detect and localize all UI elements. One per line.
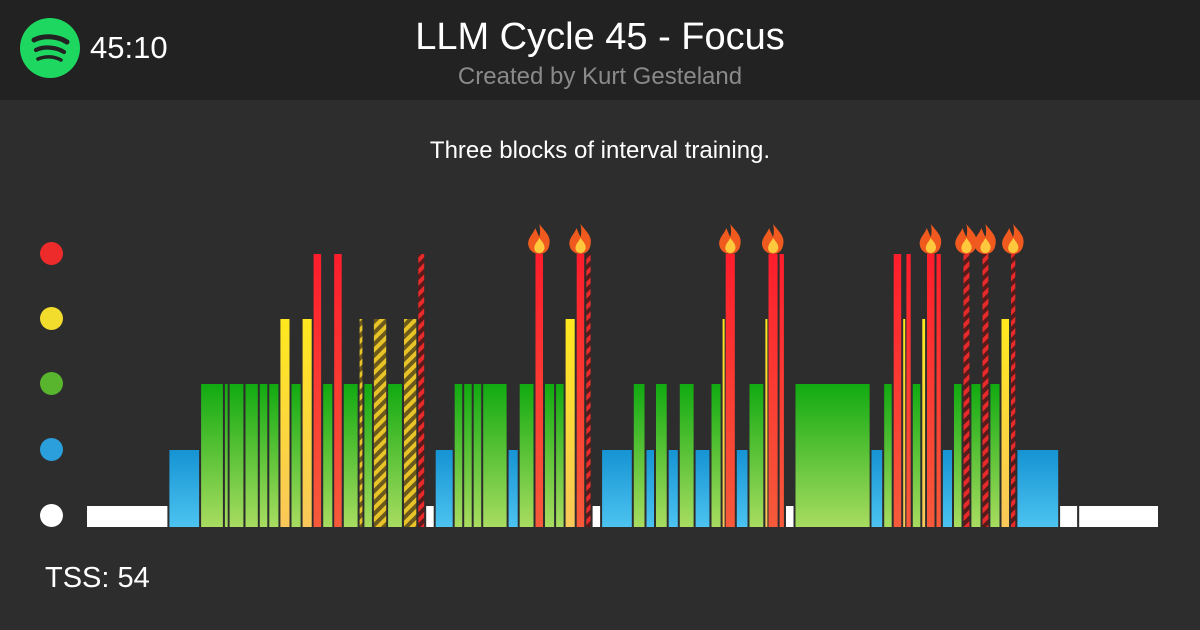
interval-bar-30-z5[interactable] (535, 254, 544, 527)
interval-bar-53-z3[interactable] (795, 384, 870, 527)
interval-bar-36-z1[interactable] (592, 506, 601, 527)
tss-score: TSS: 54 (45, 562, 150, 594)
interval-bar-16-z4[interactable] (359, 319, 363, 527)
interval-bar-46-z5[interactable] (725, 254, 735, 527)
interval-bar-5-z3[interactable] (229, 384, 244, 527)
interval-bar-72-z1[interactable] (1060, 506, 1078, 527)
interval-bar-37-z2[interactable] (602, 450, 632, 527)
interval-bar-40-z3[interactable] (656, 384, 667, 527)
interval-bar-69-z4[interactable] (1001, 319, 1010, 527)
interval-bar-50-z5[interactable] (768, 254, 778, 527)
interval-bar-34-z5[interactable] (576, 254, 585, 527)
interval-bar-18-z4[interactable] (373, 319, 387, 527)
interval-bar-55-z3[interactable] (884, 384, 892, 527)
interval-bar-17-z3[interactable] (364, 384, 372, 527)
interval-bar-31-z3[interactable] (545, 384, 555, 527)
interval-bar-28-z2[interactable] (508, 450, 518, 527)
flame-icon (919, 224, 942, 254)
interval-bar-26-z3[interactable] (473, 384, 482, 527)
flame-icon (719, 224, 741, 254)
zone-dot-z4 (40, 307, 63, 330)
interval-bar-67-z5[interactable] (982, 254, 989, 527)
interval-bar-8-z3[interactable] (269, 384, 279, 527)
interval-bar-52-z1[interactable] (786, 506, 794, 527)
interval-bar-4-z3[interactable] (224, 384, 228, 527)
interval-bar-60-z4[interactable] (922, 319, 926, 527)
interval-bar-63-z2[interactable] (942, 450, 952, 527)
interval-bar-70-z5[interactable] (1011, 254, 1016, 527)
interval-bar-65-z5[interactable] (963, 254, 970, 527)
zone-dot-z2 (40, 438, 63, 461)
interval-bar-29-z3[interactable] (519, 384, 534, 527)
interval-bar-11-z4[interactable] (302, 319, 312, 527)
interval-bar-2-z2[interactable] (169, 450, 200, 527)
interval-bar-49-z4[interactable] (765, 319, 768, 527)
interval-bar-6-z3[interactable] (245, 384, 258, 527)
workout-description: Three blocks of interval training. (429, 137, 771, 164)
zone-dot-z1 (40, 504, 63, 527)
interval-bar-23-z2[interactable] (435, 450, 453, 527)
interval-bar-9-z4[interactable] (280, 319, 290, 527)
interval-bar-38-z3[interactable] (633, 384, 645, 527)
interval-bar-47-z2[interactable] (736, 450, 748, 527)
interval-bar-73-z1[interactable] (1079, 506, 1158, 527)
workout-title: LLM Cycle 45 - Focus (415, 16, 785, 58)
interval-bar-45-z4[interactable] (722, 319, 725, 527)
interval-bar-19-z3[interactable] (388, 384, 402, 527)
interval-bar-42-z3[interactable] (679, 384, 694, 527)
flame-icon (528, 224, 550, 254)
interval-bar-48-z3[interactable] (749, 384, 764, 527)
interval-bar-12-z5[interactable] (313, 254, 322, 527)
interval-bar-20-z4[interactable] (404, 319, 417, 527)
zone-dot-z3 (40, 372, 63, 395)
header-bar: 45:10 LLM Cycle 45 - Focus Created by Ku… (0, 0, 1200, 100)
interval-bar-1-z1[interactable] (87, 506, 168, 527)
interval-bar-59-z3[interactable] (912, 384, 921, 527)
zone-dot-z5 (40, 242, 63, 265)
interval-bar-68-z3[interactable] (990, 384, 1000, 527)
interval-bar-66-z3[interactable] (971, 384, 981, 527)
interval-bar-32-z3[interactable] (556, 384, 564, 527)
interval-bar-35-z5[interactable] (586, 254, 591, 527)
interval-bar-22-z1[interactable] (426, 506, 434, 527)
interval-bar-21-z5[interactable] (418, 254, 425, 527)
interval-bar-39-z2[interactable] (646, 450, 655, 527)
interval-bar-54-z2[interactable] (871, 450, 883, 527)
interval-bar-3-z3[interactable] (201, 384, 223, 527)
interval-bar-27-z3[interactable] (483, 384, 507, 527)
flame-icon (569, 224, 591, 254)
interval-bar-51-z5[interactable] (779, 254, 784, 527)
flame-icon (761, 224, 784, 254)
interval-bar-10-z3[interactable] (291, 384, 301, 527)
interval-bar-43-z2[interactable] (695, 450, 710, 527)
interval-bar-41-z2[interactable] (668, 450, 678, 527)
interval-bar-44-z3[interactable] (711, 384, 721, 527)
flame-icon (974, 224, 996, 254)
interval-bar-25-z3[interactable] (464, 384, 472, 527)
interval-bar-24-z3[interactable] (454, 384, 463, 527)
interval-bar-62-z5[interactable] (936, 254, 941, 527)
interval-bar-71-z2[interactable] (1017, 450, 1059, 527)
interval-bar-64-z3[interactable] (954, 384, 962, 527)
spotify-logo-icon[interactable] (20, 18, 80, 78)
interval-bar-56-z5[interactable] (893, 254, 902, 527)
interval-bar-13-z3[interactable] (323, 384, 333, 527)
interval-bar-57-z4[interactable] (903, 319, 906, 527)
workout-chart (87, 224, 1158, 527)
interval-bar-33-z4[interactable] (565, 319, 575, 527)
interval-bar-15-z3[interactable] (343, 384, 358, 527)
flame-icon (955, 224, 977, 254)
workout-author: Created by Kurt Gesteland (457, 63, 743, 90)
interval-bar-61-z5[interactable] (927, 254, 935, 527)
workout-duration: 45:10 (90, 30, 168, 65)
interval-bar-7-z3[interactable] (259, 384, 268, 527)
flame-icon (1002, 224, 1024, 254)
interval-bar-58-z5[interactable] (906, 254, 911, 527)
interval-bar-14-z5[interactable] (334, 254, 342, 527)
